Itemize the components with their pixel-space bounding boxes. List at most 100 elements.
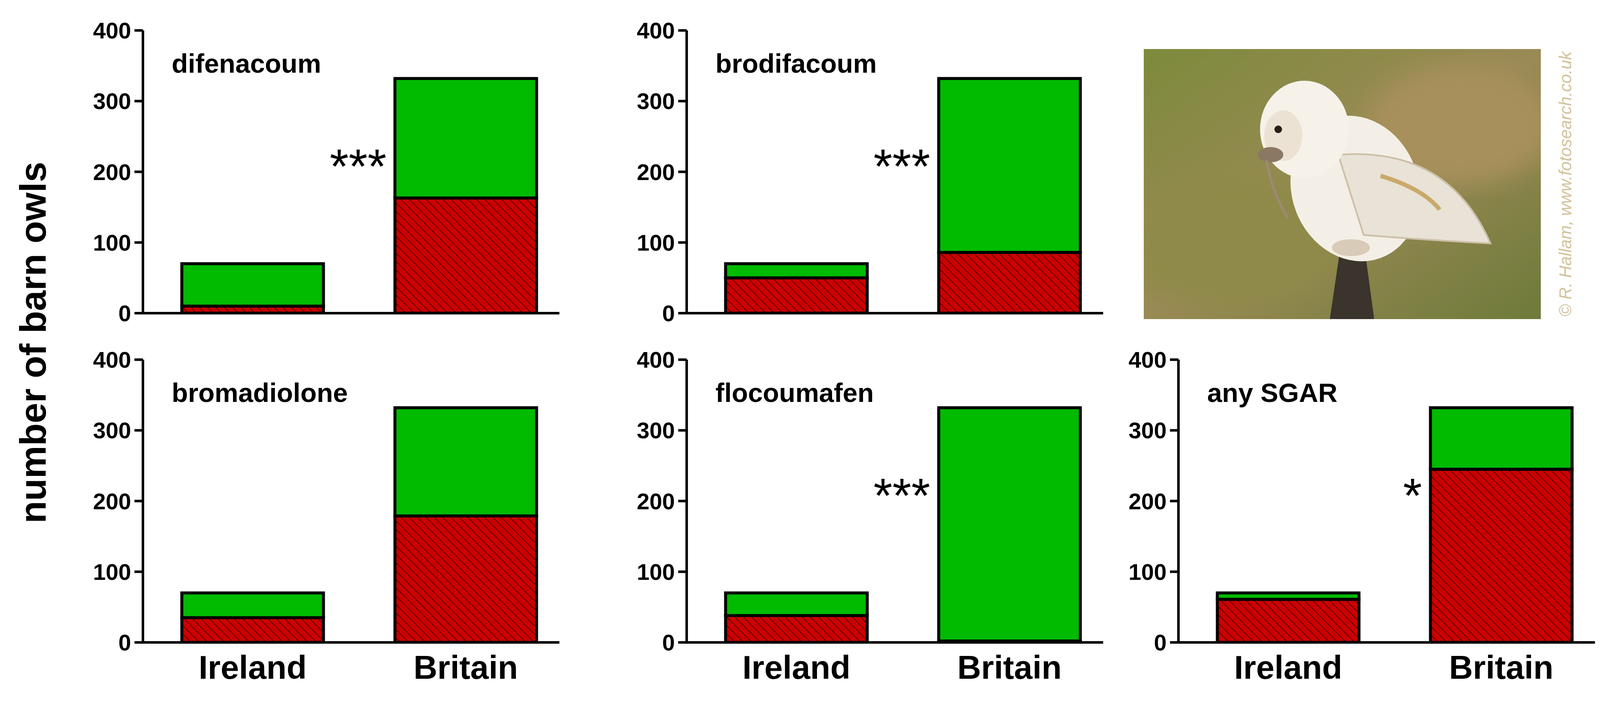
bar-segment xyxy=(1217,593,1359,600)
y-tick xyxy=(1169,358,1179,362)
y-tick-label: 0 xyxy=(1153,630,1167,656)
panel: 0100200300400IrelandBritainany SGAR* xyxy=(1128,347,1595,687)
bars xyxy=(1217,408,1573,643)
prey xyxy=(1257,147,1284,163)
y-tick-label: 200 xyxy=(93,159,132,185)
prey-tail xyxy=(1266,159,1288,219)
y-tick xyxy=(678,29,687,32)
bar-segment xyxy=(938,408,1081,642)
y-tick xyxy=(678,358,687,362)
y-tick xyxy=(678,241,687,244)
bar-segment xyxy=(394,197,537,314)
bar-segment xyxy=(1217,599,1359,643)
bar-segment xyxy=(1430,469,1573,643)
y-tick-label: 200 xyxy=(636,159,675,185)
photo xyxy=(1143,49,1541,320)
x-tick-label: Ireland xyxy=(1234,649,1343,687)
x-tick-label: Ireland xyxy=(198,649,307,687)
bar-segment xyxy=(394,78,537,199)
panel-title: difenacoum xyxy=(171,48,322,79)
panel: 0 100 200 300 400 Ireland Britain flocoumafen **… xyxy=(636,347,1104,687)
y-tick xyxy=(134,170,143,174)
panel: 0 100 200 300 400 Ireland Britain bromadiolone xyxy=(93,347,560,687)
y-tick xyxy=(678,500,687,503)
y-tick xyxy=(1169,641,1179,644)
y-tick xyxy=(134,241,143,244)
y-tick-label: 100 xyxy=(636,230,675,256)
y-tick xyxy=(678,312,687,315)
bars xyxy=(725,408,1081,643)
y-tick xyxy=(1169,500,1179,503)
y-tick-label: 100 xyxy=(636,559,675,585)
panel-title: brodifacoum xyxy=(715,48,877,79)
panel-title: bromadiolone xyxy=(171,378,348,408)
panel: 0100200300400brodifacoum*** xyxy=(636,17,1104,327)
bar-segment xyxy=(938,252,1081,314)
significance: *** xyxy=(873,468,931,523)
y-tick-label: 0 xyxy=(118,300,132,327)
y-tick-label: 100 xyxy=(93,230,132,256)
x-axis xyxy=(1177,641,1595,644)
owl-wing-mark xyxy=(1380,175,1440,210)
bar-segment xyxy=(725,593,868,617)
y-tick xyxy=(134,500,143,503)
x-tick-label: Britain xyxy=(1449,649,1554,687)
x-axis xyxy=(685,641,1104,644)
owl-feet xyxy=(1331,239,1370,257)
bar-segment xyxy=(394,516,537,643)
y-tick xyxy=(134,358,143,362)
x-tick-label: Britain xyxy=(413,649,518,687)
bar-segment xyxy=(725,615,868,643)
y-tick xyxy=(1169,570,1179,574)
y-tick-label: 200 xyxy=(636,488,675,515)
bar-segment xyxy=(938,78,1081,253)
y-tick xyxy=(134,570,143,574)
bars xyxy=(181,78,537,314)
y-tick-label: 300 xyxy=(636,417,675,444)
y-tick-label: 200 xyxy=(1128,488,1167,515)
y-tick xyxy=(678,641,687,644)
bar-segment xyxy=(725,263,868,278)
significance: *** xyxy=(873,139,931,194)
y-tick xyxy=(1169,429,1179,432)
y-tick-label: 100 xyxy=(1128,559,1167,585)
y-tick xyxy=(134,312,143,315)
bars xyxy=(181,408,537,643)
owl-eye xyxy=(1274,125,1283,134)
y-tick-label: 200 xyxy=(93,488,132,515)
y-tick-label: 300 xyxy=(1128,417,1167,444)
photo-credit: © R. Hallam, www.fotosearch.co.uk xyxy=(1556,50,1575,317)
panel: 0 100 200 300 400 difenacoum *** xyxy=(93,17,560,327)
bars xyxy=(725,78,1081,314)
y-axis-title: number of barn owls xyxy=(12,161,54,524)
x-axis xyxy=(685,312,1104,315)
y-tick xyxy=(134,429,143,432)
y-tick-label: 300 xyxy=(93,417,132,444)
y-tick-label: 400 xyxy=(93,347,132,373)
x-tick-label: Ireland xyxy=(742,649,851,687)
y-tick xyxy=(678,570,687,574)
bar-segment xyxy=(725,277,868,314)
bar-segment xyxy=(181,617,324,643)
panel-title: flocoumafen xyxy=(715,378,874,408)
y-tick xyxy=(678,170,687,174)
y-tick-label: 0 xyxy=(662,630,675,656)
y-tick-label: 400 xyxy=(636,347,675,373)
owl-head xyxy=(1260,80,1349,179)
bar-segment xyxy=(181,593,324,619)
significance: * xyxy=(1402,468,1422,523)
y-tick-label: 400 xyxy=(93,17,132,44)
significance: *** xyxy=(329,139,387,194)
y-tick xyxy=(134,29,143,32)
y-tick-label: 100 xyxy=(93,559,132,585)
panel-title: any SGAR xyxy=(1207,378,1338,408)
y-tick xyxy=(134,641,143,644)
x-tick-label: Britain xyxy=(957,649,1062,687)
y-tick xyxy=(678,429,687,432)
y-tick xyxy=(678,99,687,103)
bar-segment xyxy=(394,408,537,517)
y-tick-label: 300 xyxy=(93,88,132,114)
y-tick-label: 300 xyxy=(636,88,675,114)
y-tick-label: 400 xyxy=(636,17,675,44)
y-tick-label: 0 xyxy=(118,630,132,656)
